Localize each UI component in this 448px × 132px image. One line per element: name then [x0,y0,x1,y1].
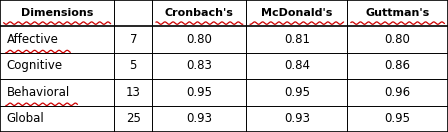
Text: 0.80: 0.80 [385,33,410,46]
Text: Global: Global [7,112,44,125]
Text: 0.93: 0.93 [284,112,310,125]
Text: Cognitive: Cognitive [7,60,63,72]
Text: Guttman's: Guttman's [366,8,430,18]
Text: Affective: Affective [7,33,59,46]
Text: 0.95: 0.95 [186,86,212,99]
Text: 0.83: 0.83 [186,60,212,72]
Text: McDonald's: McDonald's [261,8,332,18]
Text: 0.96: 0.96 [384,86,411,99]
Text: 0.93: 0.93 [186,112,212,125]
Text: 25: 25 [126,112,141,125]
Text: 5: 5 [129,60,137,72]
Text: 0.84: 0.84 [284,60,310,72]
Text: Behavioral: Behavioral [7,86,70,99]
Text: 0.81: 0.81 [284,33,310,46]
Text: 0.95: 0.95 [284,86,310,99]
Text: Cronbach's: Cronbach's [165,8,234,18]
Text: Dimensions: Dimensions [21,8,93,18]
Text: 7: 7 [129,33,137,46]
Text: 13: 13 [126,86,141,99]
Text: 0.86: 0.86 [384,60,411,72]
Text: 0.95: 0.95 [384,112,411,125]
Text: 0.80: 0.80 [186,33,212,46]
